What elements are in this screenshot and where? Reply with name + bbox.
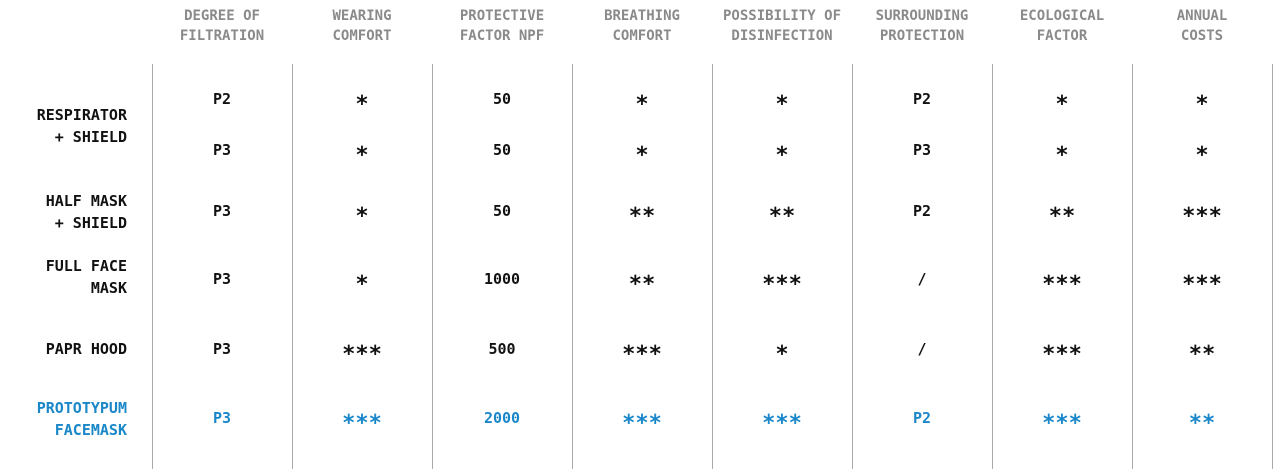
cell: P2: [912, 202, 932, 220]
row-label: FACEMASK: [54, 421, 127, 439]
cell: **: [628, 272, 656, 297]
column-header: ECOLOGICAL: [1019, 8, 1105, 24]
cell: **: [1188, 411, 1216, 436]
column-header: BREATHING: [604, 8, 680, 24]
column-header: PROTECTIVE: [459, 8, 545, 24]
cell: ***: [622, 411, 662, 436]
column-divider: [712, 64, 713, 469]
column-divider: [152, 64, 153, 469]
column-header: DISINFECTION: [731, 28, 833, 44]
cell: *: [1055, 92, 1069, 117]
row-label: + SHIELD: [54, 128, 127, 146]
cell: P3: [912, 141, 932, 159]
column-divider: [852, 64, 853, 469]
row-label: FULL FACE: [45, 257, 127, 275]
column-divider: [992, 64, 993, 469]
cell: ***: [1042, 272, 1082, 297]
column-divider: [432, 64, 433, 469]
cell: *: [635, 92, 649, 117]
cell: 50: [492, 202, 512, 220]
cell: ***: [342, 342, 382, 367]
column-header: DEGREE OF: [184, 8, 260, 24]
column-header: POSSIBILITY OF: [722, 8, 842, 24]
column-header: FACTOR: [1036, 28, 1088, 44]
cell: 500: [488, 340, 516, 358]
row-label: + SHIELD: [54, 214, 127, 232]
cell: *: [355, 143, 369, 168]
column-header: COMFORT: [332, 28, 392, 44]
column-header: PROTECTION: [879, 28, 965, 44]
cell: *: [1195, 92, 1209, 117]
cell: *: [355, 272, 369, 297]
cell: *: [355, 204, 369, 229]
cell: ***: [762, 272, 802, 297]
column-header: ANNUAL: [1176, 8, 1228, 24]
cell: 50: [492, 141, 512, 159]
cell: *: [775, 92, 789, 117]
cell: 2000: [483, 409, 521, 427]
cell: ***: [1042, 411, 1082, 436]
row-label: HALF MASK: [45, 192, 127, 210]
column-divider: [1272, 64, 1273, 469]
column-divider: [572, 64, 573, 469]
cell: **: [1188, 342, 1216, 367]
cell: P3: [212, 141, 232, 159]
cell: 50: [492, 90, 512, 108]
column-divider: [292, 64, 293, 469]
column-header: COMFORT: [612, 28, 672, 44]
cell: ***: [762, 411, 802, 436]
cell: P2: [912, 90, 932, 108]
row-label: MASK: [90, 279, 127, 297]
cell: 1000: [483, 270, 521, 288]
cell: *: [635, 143, 649, 168]
cell: P3: [212, 270, 232, 288]
cell: /: [917, 270, 927, 288]
cell: P2: [912, 409, 932, 427]
cell: /: [917, 340, 927, 358]
row-label: PROTOTYPUM: [36, 399, 127, 417]
cell: ***: [1042, 342, 1082, 367]
row-label: RESPIRATOR: [36, 106, 127, 124]
cell: **: [628, 204, 656, 229]
cell: P3: [212, 202, 232, 220]
cell: **: [1048, 204, 1076, 229]
cell: **: [768, 204, 796, 229]
row-label: PAPR HOOD: [45, 340, 127, 358]
cell: P3: [212, 409, 232, 427]
column-header: WEARING: [332, 8, 392, 24]
column-header: FACTOR NPF: [459, 28, 545, 44]
cell: ***: [1182, 272, 1222, 297]
cell: ***: [1182, 204, 1222, 229]
cell: ***: [342, 411, 382, 436]
cell: *: [775, 143, 789, 168]
cell: ***: [622, 342, 662, 367]
column-header: COSTS: [1180, 28, 1224, 44]
cell: *: [1195, 143, 1209, 168]
cell: *: [775, 342, 789, 367]
column-divider: [1132, 64, 1133, 469]
cell: *: [355, 92, 369, 117]
column-header: FILTRATION: [179, 28, 265, 44]
cell: P2: [212, 90, 232, 108]
cell: *: [1055, 143, 1069, 168]
cell: P3: [212, 340, 232, 358]
column-header: SURROUNDING: [875, 8, 969, 24]
